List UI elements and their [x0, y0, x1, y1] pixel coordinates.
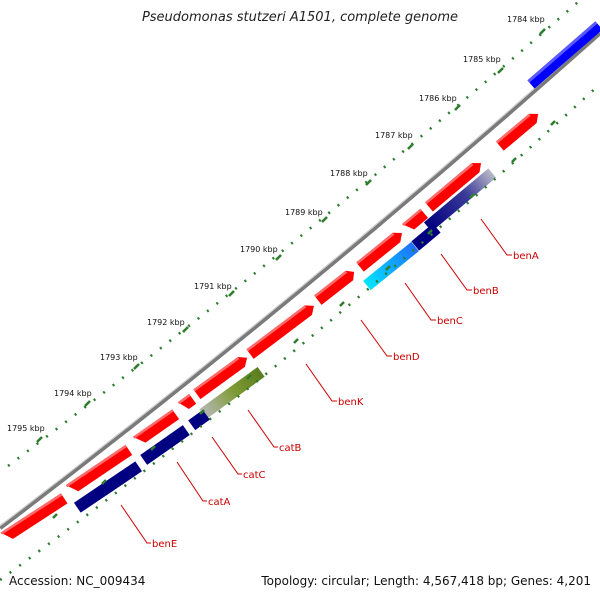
outer-major-ticks — [36, 28, 546, 443]
scale-label: 1787 kbp — [375, 131, 413, 140]
feature-track — [0, 21, 600, 539]
blast-hit-bar — [73, 461, 143, 513]
scale-label: 1794 kbp — [54, 389, 92, 398]
scale-label: 1784 kbp — [507, 15, 545, 24]
blue-feature — [527, 21, 600, 89]
cds-arrow — [495, 113, 539, 151]
olive-hit-bar — [199, 366, 265, 420]
cds-arrow — [65, 444, 133, 492]
blast-hit-bar — [140, 425, 190, 465]
outer-scale-ticks — [7, 1, 579, 468]
cds-arrow — [193, 357, 248, 400]
cds-arrow — [0, 493, 68, 539]
gene-label: benD — [393, 352, 420, 363]
gene-label: catC — [243, 470, 266, 481]
scale-label: 1789 kbp — [285, 208, 323, 217]
label-leaders — [120, 218, 512, 544]
accession-label: Accession: NC_009434 — [9, 574, 146, 588]
genome-summary: Topology: circular; Length: 4,567,418 bp… — [261, 574, 591, 588]
genome-backbone — [0, 31, 600, 530]
cds-arrow — [356, 232, 402, 272]
cyan-hit-bar — [363, 241, 419, 291]
blast-hit-bar — [188, 409, 210, 431]
gene-label: benB — [473, 286, 499, 297]
cds-arrow — [132, 409, 180, 443]
scale-label: 1786 kbp — [419, 94, 457, 103]
scale-label-group: 1784 kbp 1785 kbp 1786 kbp 1787 kbp 1788… — [7, 15, 545, 433]
scale-label: 1793 kbp — [100, 353, 138, 362]
blast-hit-bar — [411, 223, 441, 251]
scale-label: 1792 kbp — [147, 318, 185, 327]
gene-label: benK — [338, 397, 364, 408]
gene-label: benE — [152, 539, 177, 550]
cds-arrow — [401, 208, 429, 230]
gene-label: benC — [437, 316, 463, 327]
cds-arrow — [425, 163, 482, 212]
gene-label-group: benA benB benC benD benK catB catC catA … — [152, 251, 539, 550]
inner-major-ticks — [52, 120, 556, 519]
scale-label: 1785 kbp — [463, 55, 501, 64]
scale-label: 1790 kbp — [240, 245, 278, 254]
blast-hit-bar — [423, 168, 497, 232]
scale-label: 1795 kbp — [7, 424, 45, 433]
cds-arrow — [246, 305, 314, 359]
cds-arrow — [314, 270, 355, 305]
cds-arrow — [177, 394, 197, 410]
gene-label: catA — [208, 497, 231, 508]
backbone-highlight — [0, 31, 600, 527]
gene-label: benA — [513, 251, 539, 262]
gene-label: catB — [279, 443, 302, 454]
scale-label: 1791 kbp — [194, 282, 232, 291]
scale-label: 1788 kbp — [330, 169, 368, 178]
map-title: Pseudomonas stutzeri A1501, complete gen… — [141, 10, 459, 25]
